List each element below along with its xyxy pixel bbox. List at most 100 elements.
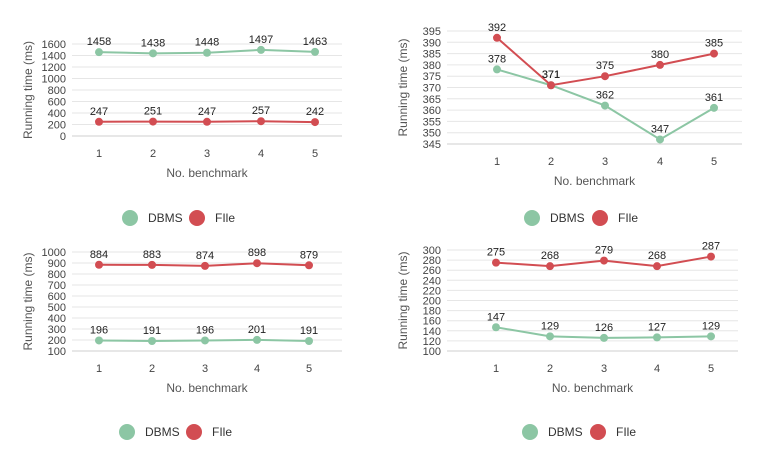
data-label: 883 bbox=[143, 249, 161, 261]
data-point bbox=[148, 336, 156, 345]
legend-label-dbms: DBMS bbox=[548, 425, 583, 439]
x-tick-label: 1 bbox=[494, 156, 500, 168]
y-tick-label: 100 bbox=[48, 346, 66, 358]
data-point bbox=[253, 335, 261, 344]
y-axis-label: Running time (ms) bbox=[21, 41, 35, 139]
data-label: 275 bbox=[487, 247, 505, 259]
data-point bbox=[710, 103, 718, 112]
data-point bbox=[95, 336, 103, 345]
data-point bbox=[653, 333, 661, 342]
data-label: 129 bbox=[541, 320, 559, 332]
y-tick-label: 390 bbox=[423, 37, 441, 49]
legend-label-file: FIle bbox=[212, 425, 232, 439]
y-tick-label: 100 bbox=[423, 346, 441, 358]
y-tick-label: 395 bbox=[423, 26, 441, 38]
data-point bbox=[311, 47, 319, 56]
data-label: 1448 bbox=[195, 37, 219, 49]
legend: DBMS FIle bbox=[122, 210, 235, 226]
data-label: 1458 bbox=[87, 36, 111, 48]
y-tick-label: 120 bbox=[423, 336, 441, 348]
y-tick-label: 365 bbox=[423, 94, 441, 106]
legend-marker-file bbox=[189, 210, 205, 226]
data-label: 371 bbox=[542, 69, 560, 81]
data-point bbox=[600, 333, 608, 342]
x-tick-label: 5 bbox=[306, 363, 312, 375]
y-tick-label: 600 bbox=[48, 97, 66, 109]
x-tick-label: 1 bbox=[493, 363, 499, 375]
y-tick-label: 700 bbox=[48, 280, 66, 292]
y-axis-label: Running time (ms) bbox=[396, 251, 410, 349]
y-tick-label: 140 bbox=[423, 326, 441, 338]
data-label: 251 bbox=[144, 106, 162, 118]
data-point bbox=[305, 261, 313, 270]
x-tick-label: 5 bbox=[708, 363, 714, 375]
y-tick-label: 385 bbox=[423, 49, 441, 61]
data-label: 129 bbox=[702, 320, 720, 332]
data-point bbox=[492, 258, 500, 267]
data-point bbox=[95, 117, 103, 126]
legend-marker-file bbox=[186, 424, 202, 440]
data-point bbox=[493, 65, 501, 74]
y-tick-label: 400 bbox=[48, 108, 66, 120]
data-label: 378 bbox=[488, 53, 506, 65]
y-tick-label: 1000 bbox=[42, 247, 66, 259]
x-tick-label: 2 bbox=[547, 363, 553, 375]
data-point bbox=[493, 33, 501, 42]
x-tick-label: 4 bbox=[654, 363, 660, 375]
y-tick-label: 600 bbox=[48, 291, 66, 303]
legend: DBMS FIle bbox=[119, 424, 232, 440]
data-label: 247 bbox=[90, 106, 108, 118]
y-tick-label: 200 bbox=[48, 120, 66, 132]
series-dbms: 378 371 362 347 361 bbox=[488, 53, 723, 144]
data-point bbox=[311, 118, 319, 127]
y-axis-label: Running time (ms) bbox=[21, 252, 35, 350]
x-tick-label: 1 bbox=[96, 363, 102, 375]
data-label: 380 bbox=[651, 49, 669, 61]
data-point bbox=[707, 252, 715, 261]
data-point bbox=[201, 336, 209, 345]
y-tick-label: 1400 bbox=[42, 51, 66, 63]
x-tick-label: 2 bbox=[548, 156, 554, 168]
data-point bbox=[253, 259, 261, 268]
y-tick-label: 360 bbox=[423, 105, 441, 117]
data-label: 127 bbox=[648, 321, 666, 333]
data-label: 196 bbox=[90, 324, 108, 336]
y-tick-label: 280 bbox=[423, 255, 441, 267]
y-tick-label: 220 bbox=[423, 285, 441, 297]
data-label: 874 bbox=[196, 250, 214, 262]
x-tick-label: 4 bbox=[258, 148, 264, 160]
y-tick-label: 800 bbox=[48, 269, 66, 281]
data-label: 191 bbox=[300, 325, 318, 337]
x-tick-label: 2 bbox=[150, 148, 156, 160]
x-tick-label: 3 bbox=[602, 156, 608, 168]
data-point bbox=[601, 72, 609, 81]
y-tick-label: 900 bbox=[48, 258, 66, 270]
y-tick-label: 1000 bbox=[42, 74, 66, 86]
y-axis-label: Running time (ms) bbox=[396, 38, 410, 136]
x-tick-label: 3 bbox=[204, 148, 210, 160]
data-label: 371 bbox=[542, 69, 560, 81]
data-label: 201 bbox=[248, 324, 266, 336]
data-point bbox=[600, 256, 608, 265]
data-label: 1463 bbox=[303, 36, 327, 48]
data-point bbox=[710, 49, 718, 58]
legend-marker-dbms bbox=[522, 424, 538, 440]
y-tick-label: 200 bbox=[423, 296, 441, 308]
series-file: 275 268 279 268 287 bbox=[487, 241, 720, 271]
data-point bbox=[203, 48, 211, 57]
data-point bbox=[201, 261, 209, 270]
x-axis-label: No. benchmark bbox=[166, 166, 248, 180]
data-point bbox=[149, 49, 157, 58]
y-tick-label: 375 bbox=[423, 71, 441, 83]
data-label: 196 bbox=[196, 324, 214, 336]
data-point bbox=[95, 48, 103, 57]
y-tick-label: 400 bbox=[48, 313, 66, 325]
data-label: 242 bbox=[306, 106, 324, 118]
data-point bbox=[546, 332, 554, 341]
legend-label-file: FIle bbox=[215, 211, 235, 225]
data-point bbox=[656, 60, 664, 69]
